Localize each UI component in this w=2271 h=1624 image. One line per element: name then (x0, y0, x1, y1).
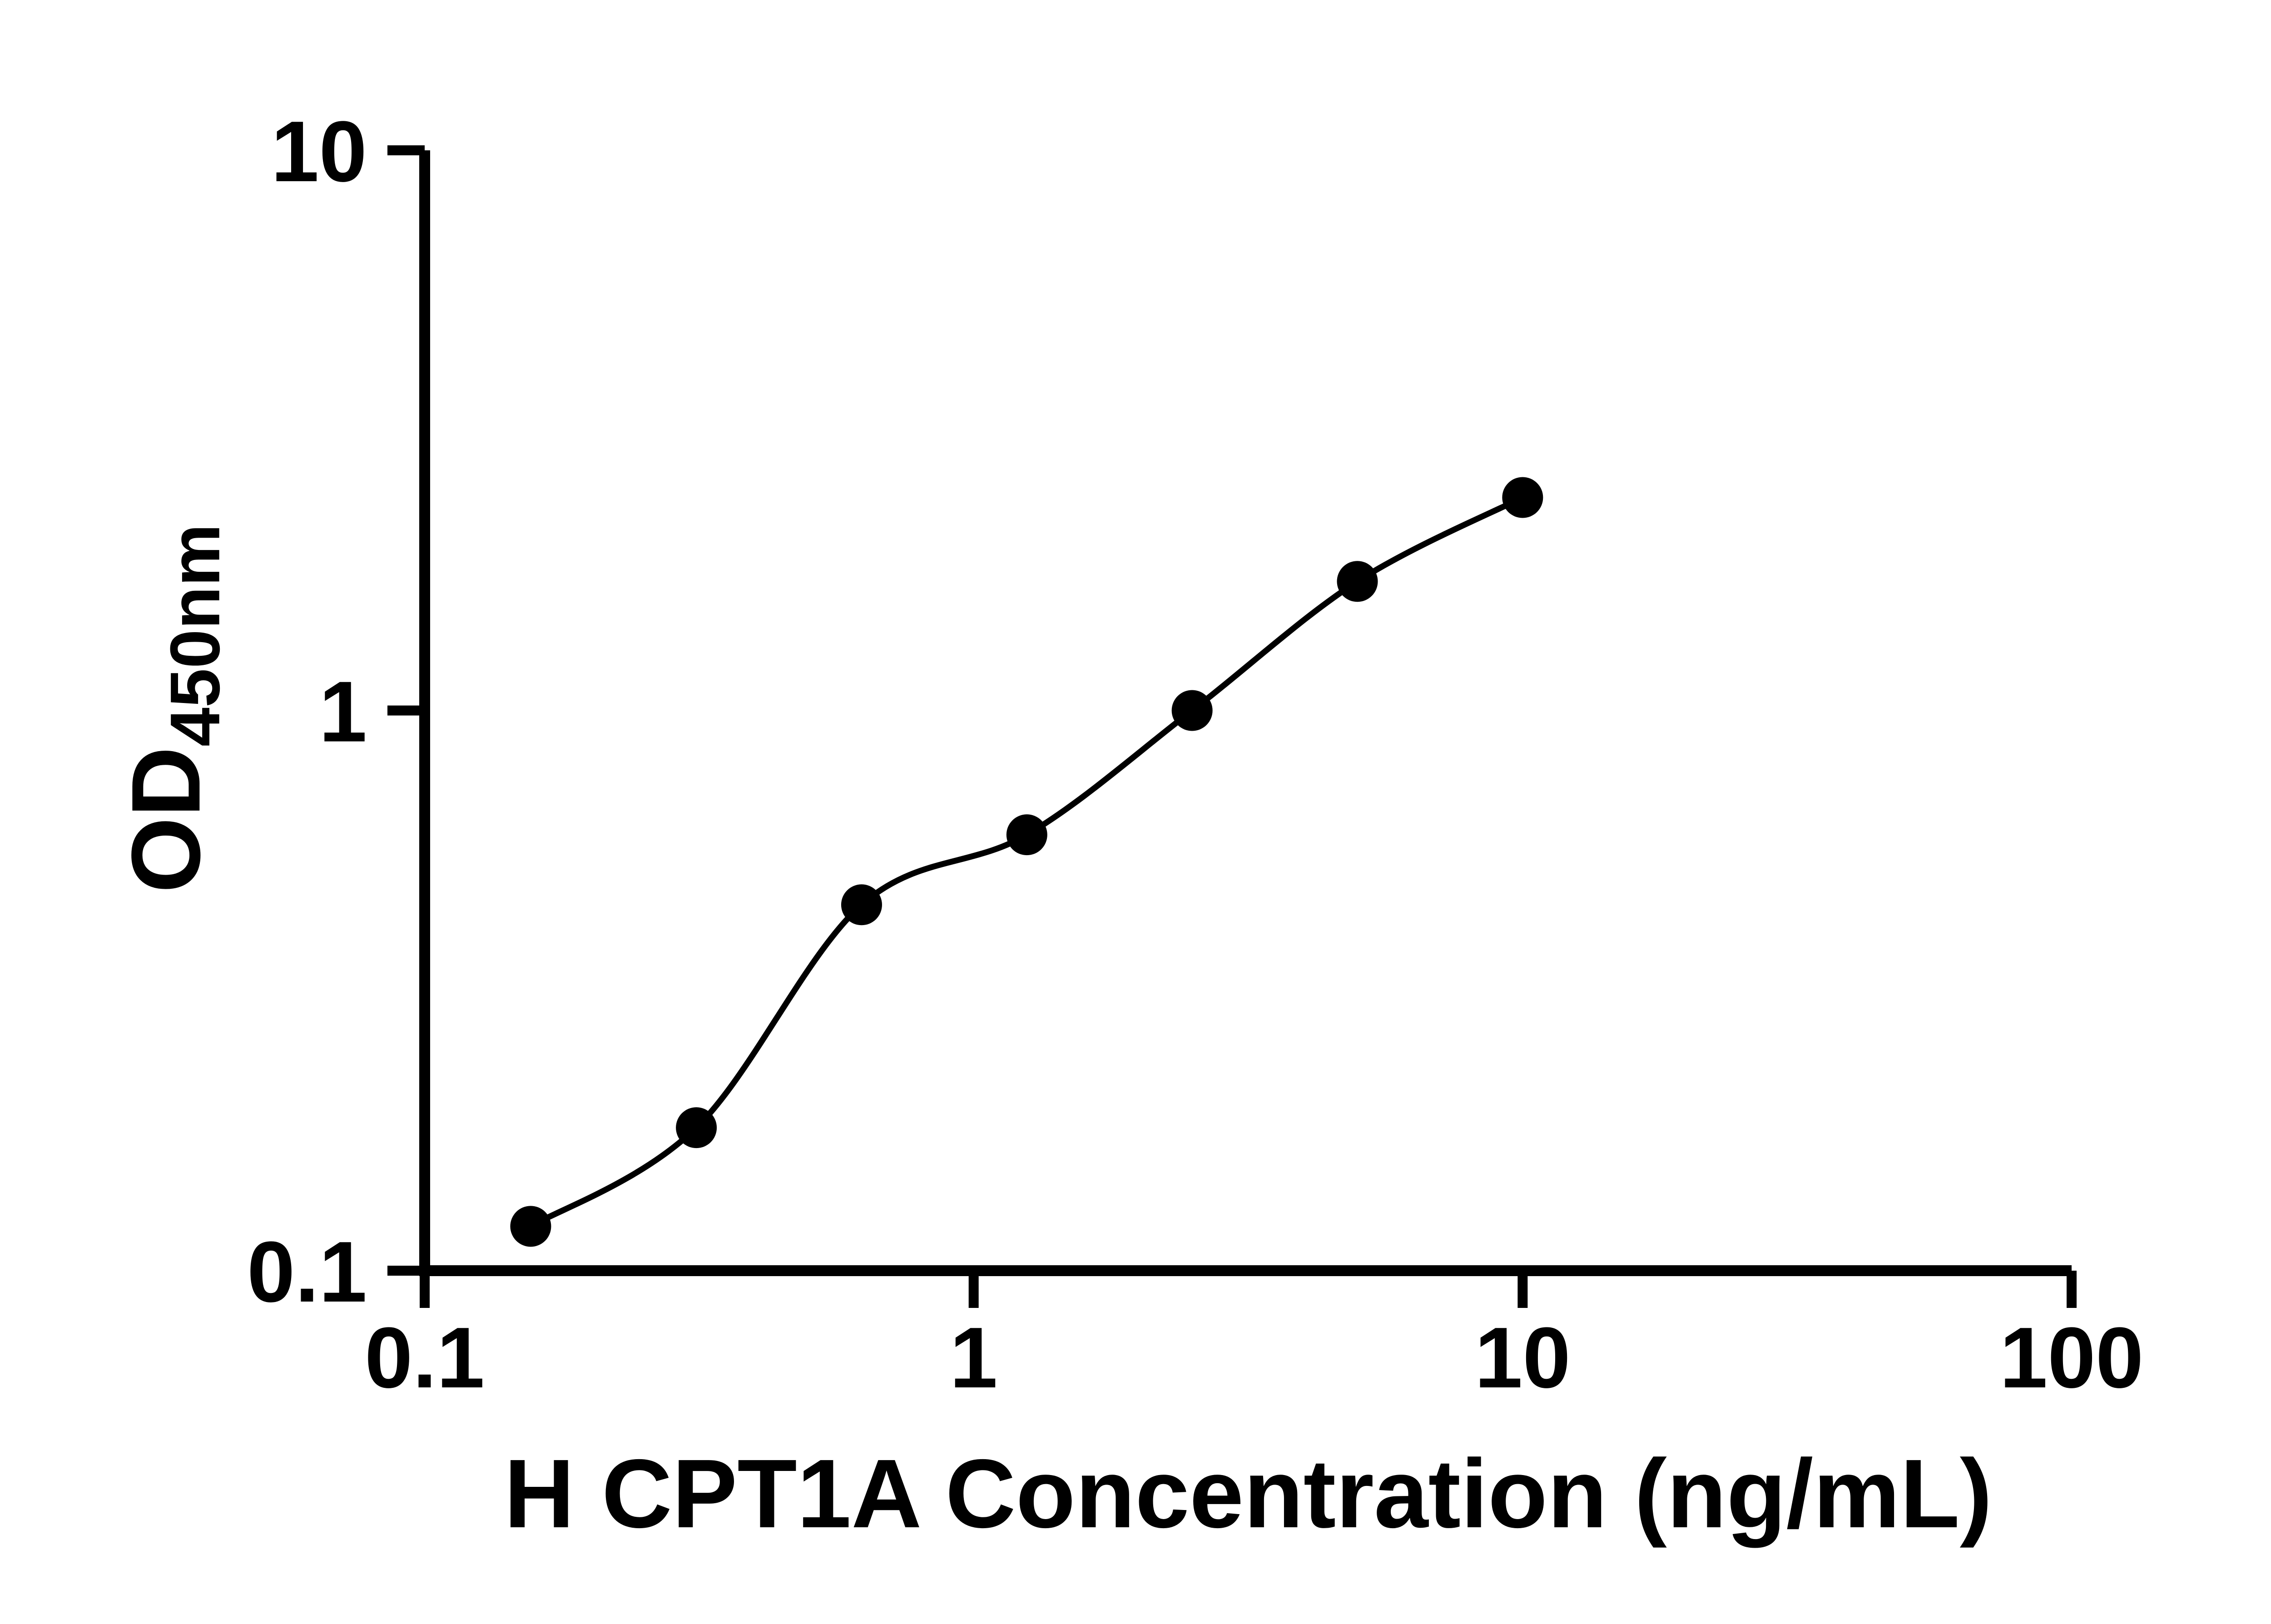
data-point (1171, 690, 1213, 731)
y-tick-label: 0.1 (247, 1224, 367, 1320)
y-axis-title-main: OD (111, 746, 221, 893)
data-point (510, 1206, 551, 1247)
x-tick-label: 0.1 (365, 1310, 485, 1406)
y-tick-label: 10 (271, 104, 367, 200)
x-tick-label: 1 (950, 1310, 998, 1406)
x-tick-label: 100 (1999, 1310, 2143, 1406)
data-point (1502, 477, 1543, 518)
y-axis-title: OD450nm (109, 524, 235, 893)
x-tick-label: 10 (1475, 1310, 1571, 1406)
y-tick-label: 1 (319, 664, 367, 760)
data-point (676, 1107, 717, 1149)
y-axis-title-subscript: 450nm (155, 524, 234, 747)
x-axis-title: H CPT1A Concentration (ng/mL) (504, 1439, 1993, 1548)
axis-spines (419, 150, 2072, 1276)
data-point (1337, 561, 1378, 602)
data-point (841, 884, 882, 926)
data-point (1006, 814, 1047, 856)
